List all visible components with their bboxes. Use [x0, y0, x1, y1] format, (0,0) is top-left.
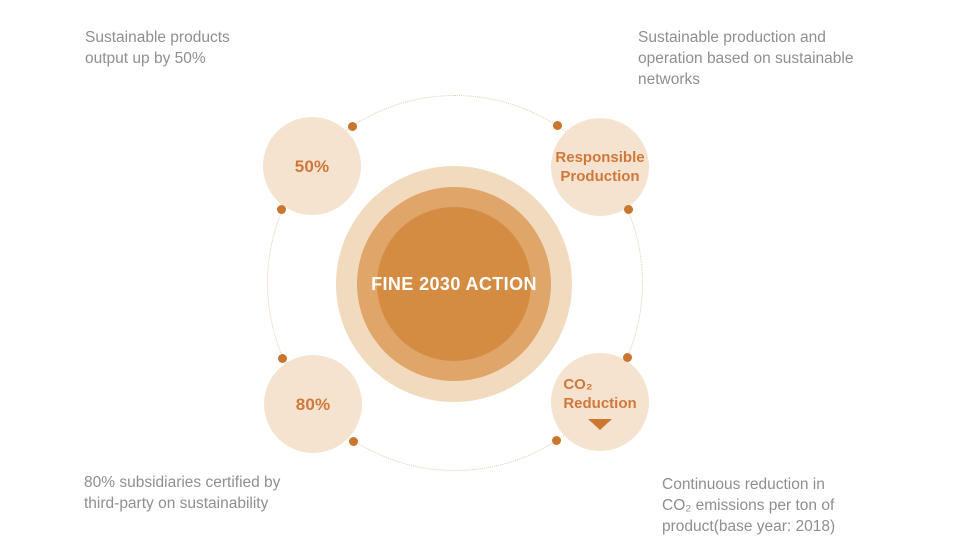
orbit-dot — [624, 205, 633, 214]
orbit-dot — [349, 437, 358, 446]
node-circle-responsible-production: Responsible Production — [551, 118, 649, 216]
node-label: 50% — [294, 156, 330, 176]
node-circle-co2-reduction: CO₂ Reduction — [551, 353, 649, 451]
orbit-dot — [348, 122, 357, 131]
node-label: 80% — [295, 394, 331, 414]
center-circle-inner — [377, 207, 531, 361]
orbit-dotted-ring — [267, 95, 643, 471]
node-label: Responsible Production — [555, 149, 645, 185]
orbit-dot — [552, 436, 561, 445]
node-circle-50-percent: 50% — [263, 117, 361, 215]
orbit-dot — [623, 353, 632, 362]
annotation-bottom-right: Continuous reduction in CO₂ emissions pe… — [662, 476, 836, 535]
annotation-bottom-left: 80% subsidiaries certified by third-part… — [84, 474, 281, 512]
orbit-dot — [277, 205, 286, 214]
annotation-top-left: Sustainable products output up by 50% — [85, 29, 230, 67]
center-label: FINE 2030 ACTION — [371, 273, 537, 294]
annotation-top-right: Sustainable production and operation bas… — [638, 29, 854, 88]
orbit-dot — [278, 354, 287, 363]
arrow-down-icon — [588, 418, 612, 430]
node-label: CO₂ Reduction — [563, 375, 637, 412]
node-circle-80-percent: 80% — [264, 355, 362, 453]
orbit-dot — [553, 121, 562, 130]
